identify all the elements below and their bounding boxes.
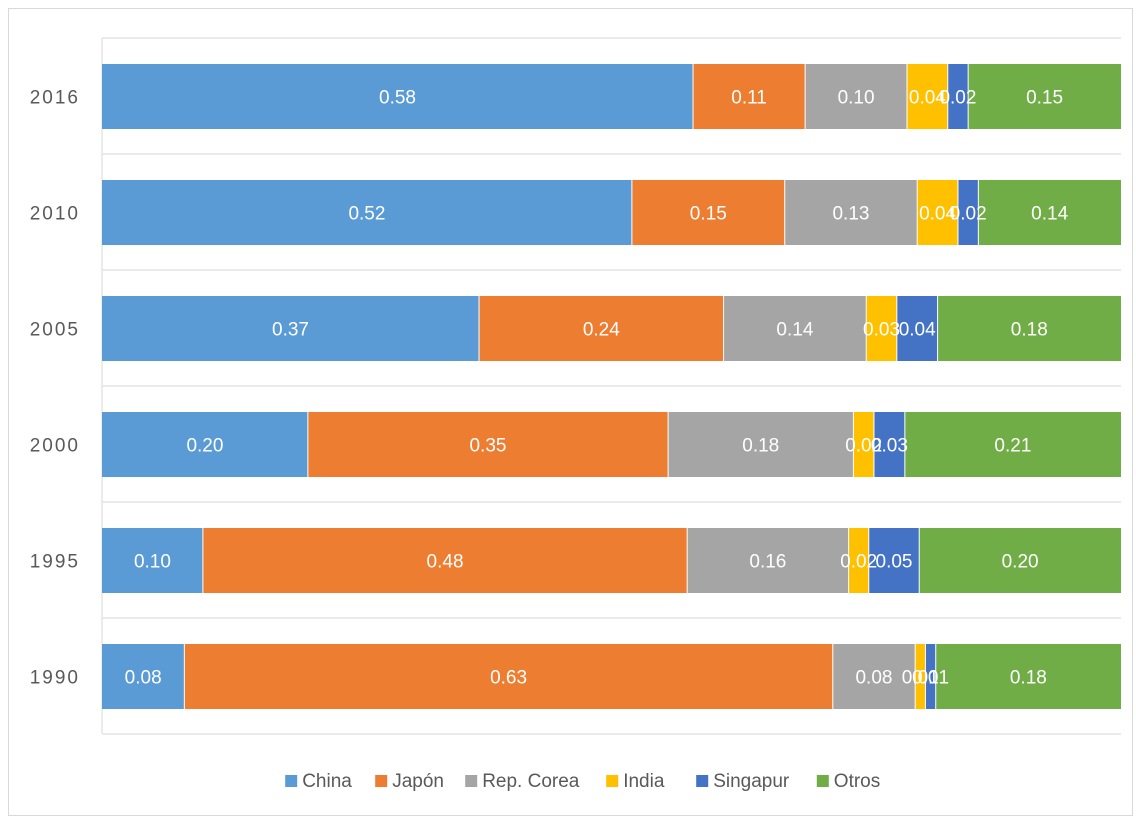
data-label: 0.02 <box>939 88 976 109</box>
bar-segment <box>102 296 480 361</box>
bar-segment <box>102 644 185 709</box>
data-label: 0.01 <box>912 668 949 689</box>
legend-label: Otros <box>834 771 880 792</box>
data-label: 0.05 <box>876 552 913 573</box>
bar-segment <box>631 180 785 245</box>
data-label: 0.01 <box>902 668 939 689</box>
data-label: 0.18 <box>1011 320 1048 341</box>
legend: China Japón Rep. Corea India Singapur Otros <box>285 771 880 792</box>
legend-swatch <box>606 775 619 787</box>
data-label: 0.10 <box>134 552 171 573</box>
bar-segment <box>832 644 916 709</box>
bar-segment <box>917 180 958 245</box>
bar-segment <box>102 412 308 477</box>
bar-segment <box>723 296 867 361</box>
data-label: 0.21 <box>994 436 1031 457</box>
data-label: 0.63 <box>490 668 527 689</box>
gridlines <box>101 37 1121 735</box>
bar-segment <box>102 180 632 245</box>
data-label: 0.11 <box>731 88 767 109</box>
bar-segment <box>925 644 936 709</box>
bar-segment <box>668 412 854 477</box>
data-label: 0.13 <box>832 204 869 225</box>
data-label: 0.14 <box>776 320 813 341</box>
data-label: 0.18 <box>742 436 779 457</box>
bar-segment <box>307 412 669 477</box>
bar-segment <box>202 528 688 593</box>
data-label: 0.03 <box>863 320 900 341</box>
legend-swatch <box>816 775 829 787</box>
category-label: 1990 <box>30 668 80 689</box>
bar-segment <box>937 296 1121 361</box>
bar-segment <box>904 412 1121 477</box>
bar-segment <box>907 64 948 129</box>
legend-swatch <box>465 775 478 787</box>
data-label: 0.16 <box>749 552 786 573</box>
data-label: 0.15 <box>690 204 727 225</box>
bar-segment <box>184 644 833 709</box>
data-label: 0.04 <box>899 320 936 341</box>
bar-segment <box>978 180 1121 245</box>
bar-segment <box>866 296 897 361</box>
data-label: 0.03 <box>871 436 908 457</box>
data-label: 0.52 <box>348 204 385 225</box>
bar-segment <box>479 296 724 361</box>
bar-segment <box>896 296 938 361</box>
bars: 0.58 0.11 0.10 0.040.02 0.150.52 0.15 0.13 0.04… <box>102 64 1121 709</box>
bar-segment <box>687 528 849 593</box>
legend-swatch <box>696 775 709 787</box>
bar-segment <box>102 64 694 129</box>
bar-segment <box>102 528 203 593</box>
bar-segment <box>947 64 969 129</box>
bar-segment <box>873 412 905 477</box>
data-label: 0.08 <box>125 668 162 689</box>
data-label: 0.20 <box>186 436 223 457</box>
legend-label: Singapur <box>713 771 790 792</box>
bar-segment <box>915 644 926 709</box>
data-label: 0.15 <box>1026 88 1063 109</box>
bar-segment <box>693 64 806 129</box>
data-label: 0.37 <box>272 320 309 341</box>
legend-label: China <box>302 771 352 792</box>
data-label: 0.35 <box>469 436 506 457</box>
bar-segment <box>935 644 1121 709</box>
bar-segment <box>868 528 920 593</box>
data-label: 0.14 <box>1031 204 1068 225</box>
data-label: 0.04 <box>909 88 946 109</box>
bar-segment <box>805 64 908 129</box>
category-label: 1995 <box>30 552 80 573</box>
category-label: 2000 <box>30 436 80 457</box>
data-label: 0.08 <box>855 668 892 689</box>
category-label: 2016 <box>30 88 80 109</box>
legend-swatch <box>285 775 298 787</box>
data-label: 0.02 <box>950 204 987 225</box>
bar-segment <box>784 180 918 245</box>
legend-swatch <box>375 775 388 787</box>
legend-label: Japón <box>392 771 444 792</box>
category-label: 2010 <box>30 204 80 225</box>
legend-label: Rep. Corea <box>482 771 580 792</box>
data-label: 0.02 <box>845 436 882 457</box>
bar-segment <box>968 64 1121 129</box>
category-label: 2005 <box>30 320 80 341</box>
bar-segment <box>848 528 869 593</box>
data-label: 0.02 <box>840 552 877 573</box>
data-label: 0.20 <box>1002 552 1039 573</box>
bar-segment <box>957 180 979 245</box>
category-axis-labels: 2016 2010 2005 2000 1995 1990 <box>30 88 80 689</box>
data-label: 0.04 <box>919 204 956 225</box>
data-label: 0.58 <box>379 88 416 109</box>
bar-segment <box>853 412 874 477</box>
data-label: 0.48 <box>427 552 464 573</box>
data-label: 0.24 <box>583 320 620 341</box>
data-label: 0.10 <box>838 88 875 109</box>
bar-segment <box>919 528 1121 593</box>
legend-label: India <box>623 771 665 792</box>
data-label: 0.18 <box>1010 668 1047 689</box>
